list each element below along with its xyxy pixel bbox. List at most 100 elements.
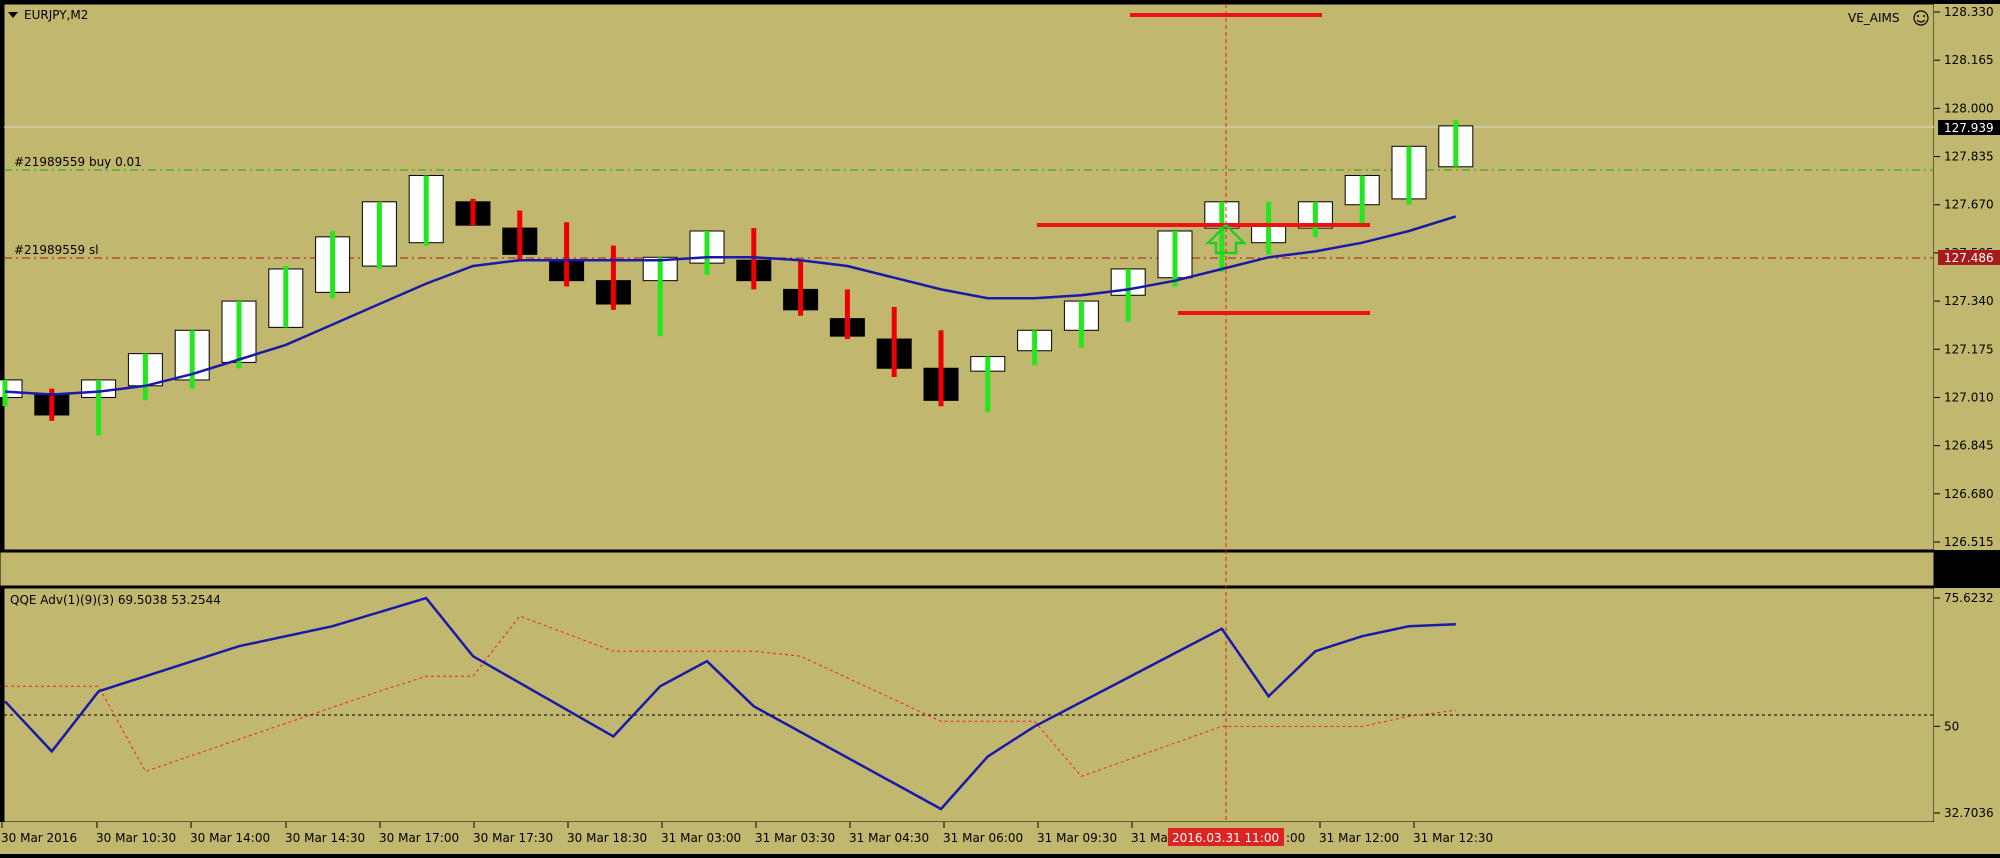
candle-wick <box>236 301 242 369</box>
candle-bullish <box>1438 120 1474 168</box>
candle-wick <box>189 330 195 389</box>
candle-wick <box>1359 175 1365 226</box>
panel-separator[interactable] <box>0 551 1935 587</box>
candle-bearish <box>595 245 631 310</box>
candle-wick <box>564 222 570 287</box>
candle-wick <box>891 306 897 378</box>
candle-wick <box>49 388 55 421</box>
price-tick-label: 127.010 <box>1944 390 1994 404</box>
indicator-tick-label: 32.7036 <box>1944 806 1994 820</box>
expert-name: VE_AIMS <box>1848 11 1900 25</box>
time-tick-label: 30 Mar 18:30 <box>567 831 647 845</box>
candle-wick <box>142 353 148 401</box>
candle-wick <box>1219 201 1225 272</box>
candle-wick <box>844 289 850 340</box>
candle-wick <box>751 228 757 290</box>
time-tick-label: 31 Mar <box>1131 831 1173 845</box>
candle-wick <box>470 198 476 226</box>
candle-wick <box>1032 330 1038 366</box>
crosshair-time-text: 2016.03.31 11:00 <box>1172 831 1279 845</box>
price-axis-panel <box>1934 4 2000 550</box>
candle-bullish <box>268 266 304 328</box>
price-tick-label: 128.165 <box>1944 53 1994 67</box>
candle-bearish <box>736 228 772 290</box>
candlestick-series <box>0 120 1474 436</box>
candle-bullish <box>315 231 351 299</box>
indicator-panel[interactable] <box>3 587 1935 823</box>
price-tick-label: 126.680 <box>1944 487 1994 501</box>
stop-loss-label: #21989559 sl <box>14 243 99 257</box>
indicator-tick-label: 50 <box>1944 719 1959 733</box>
candle-wick <box>1406 146 1412 205</box>
candle-wick <box>1312 201 1318 237</box>
buy-order-label: #21989559 buy 0.01 <box>14 155 142 169</box>
candle-wick <box>376 201 382 269</box>
candle-bullish <box>221 300 257 369</box>
time-tick-label: 30 Mar 14:30 <box>285 831 365 845</box>
sl-price-text: 127.486 <box>1944 251 1994 265</box>
candle-wick <box>423 175 429 246</box>
indicator-label: QQE Adv(1)(9)(3) 69.5038 53.2544 <box>10 593 221 607</box>
time-tick-label: 30 Mar 14:00 <box>190 831 270 845</box>
time-tick-label: 31 Mar 12:30 <box>1413 831 1493 845</box>
qqe-slow-line <box>5 615 1456 777</box>
candle-wick <box>657 257 663 337</box>
candle-wick <box>798 260 804 316</box>
time-tick-label: 31 Mar 03:00 <box>661 831 741 845</box>
indicator-axis: 75.6232 50 32.7036 <box>1934 591 1994 820</box>
price-tick-label: 127.340 <box>1944 294 1994 308</box>
qqe-fast-line <box>4 596 1456 811</box>
dropdown-triangle-icon[interactable] <box>8 12 18 18</box>
time-tick-label: 31 Mar 06:00 <box>943 831 1023 845</box>
candle-bullish <box>1063 300 1099 348</box>
time-tick-label: 30 Mar 2016 <box>1 831 77 845</box>
candle-wick <box>1125 268 1131 322</box>
candle-bullish <box>642 256 678 337</box>
candle-bullish <box>361 201 397 269</box>
current-price-text: 127.939 <box>1944 121 1994 135</box>
candle-wick <box>1266 201 1272 255</box>
candle-wick <box>704 231 710 275</box>
time-axis: 30 Mar 2016 30 Mar 10:30 30 Mar 14:00 30 Ma… <box>1 822 1493 845</box>
time-axis-panel <box>0 822 2000 854</box>
candle-bearish <box>783 260 819 316</box>
smiley-face-icon[interactable] <box>1913 10 1929 26</box>
candle-wick <box>330 231 336 299</box>
time-tick-label: 31 Mar 12:00 <box>1319 831 1399 845</box>
sl-price-badge: 127.486 <box>1938 250 2000 265</box>
candle-bearish <box>502 210 538 261</box>
price-tick-label: 127.670 <box>1944 198 1994 212</box>
price-tick-label: 127.835 <box>1944 150 1994 164</box>
candle-wick <box>517 210 523 261</box>
candle-bullish <box>1017 329 1053 366</box>
time-tick-label: 30 Mar 10:30 <box>96 831 176 845</box>
price-tick-label: 127.175 <box>1944 342 1994 356</box>
candle-bullish <box>174 329 210 389</box>
candle-bearish <box>455 198 491 226</box>
candle-bullish <box>1344 175 1380 226</box>
candle-bullish <box>1157 230 1193 287</box>
candle-bullish <box>408 175 444 246</box>
candle-wick <box>2 379 8 407</box>
price-tick-label: 126.515 <box>1944 535 1994 549</box>
symbol-label: EURJPY,M2 <box>24 8 88 22</box>
time-tick-label: 31 Mar 03:30 <box>755 831 835 845</box>
time-tick-label: 30 Mar 17:00 <box>379 831 459 845</box>
crosshair-time-badge: 2016.03.31 11:00 <box>1168 828 1284 846</box>
price-tick-label: 128.330 <box>1944 5 1994 19</box>
candle-wick <box>1078 301 1084 348</box>
candle-bearish <box>876 306 912 378</box>
current-price-badge: 127.939 <box>1938 120 2000 135</box>
indicator-tick-label: 75.6232 <box>1944 591 1994 605</box>
candle-bearish <box>923 330 959 407</box>
price-tick-label: 126.845 <box>1944 439 1994 453</box>
candle-bearish <box>829 289 865 340</box>
candle-bullish <box>970 356 1006 413</box>
candle-wick <box>96 379 102 436</box>
symbol-menu[interactable]: EURJPY,M2 <box>8 8 88 22</box>
candle-wick <box>1172 231 1178 287</box>
indicator-axis-panel <box>1934 588 2000 822</box>
expert-advisor-label[interactable]: VE_AIMS <box>1848 10 1929 26</box>
